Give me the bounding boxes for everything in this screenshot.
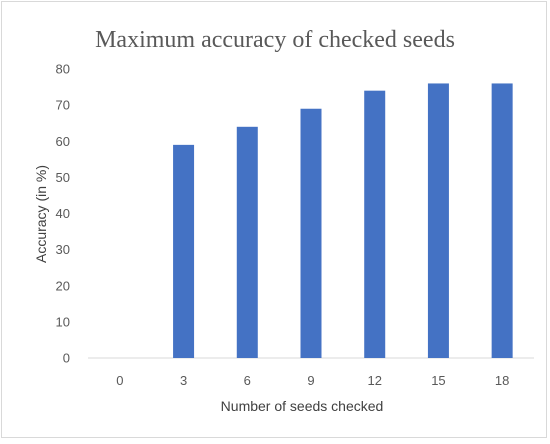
y-tick-label: 0 xyxy=(63,351,70,366)
y-axis-title: Accuracy (in %) xyxy=(33,165,49,263)
bar-9 xyxy=(300,108,322,358)
y-tick-label: 80 xyxy=(56,62,70,77)
bar-15 xyxy=(427,83,449,358)
bar-18 xyxy=(491,83,513,358)
x-tick-label: 9 xyxy=(307,373,314,388)
x-tick-label: 15 xyxy=(431,373,445,388)
bar-chart: Maximum accuracy of checked seeds 0 10 20 3… xyxy=(33,27,534,414)
x-tick-label: 18 xyxy=(495,373,509,388)
y-tick-label: 30 xyxy=(56,242,70,257)
x-tick-label: 12 xyxy=(367,373,381,388)
y-axis-ticks: 0 10 20 30 40 50 60 70 80 xyxy=(56,62,70,366)
bars xyxy=(173,83,513,359)
chart-title: Maximum accuracy of checked seeds xyxy=(95,27,455,53)
x-axis-ticks: 0 3 6 9 12 15 18 xyxy=(116,373,509,388)
y-tick-label: 70 xyxy=(56,98,70,113)
y-tick-label: 10 xyxy=(56,314,70,329)
y-tick-label: 20 xyxy=(56,278,70,293)
x-axis-title: Number of seeds checked xyxy=(221,398,384,414)
bar-3 xyxy=(173,144,195,358)
y-tick-label: 50 xyxy=(56,170,70,185)
x-tick-label: 6 xyxy=(244,373,251,388)
y-tick-label: 40 xyxy=(56,206,70,221)
bar-6 xyxy=(236,126,258,358)
y-tick-label: 60 xyxy=(56,134,70,149)
x-tick-label: 3 xyxy=(180,373,187,388)
chart-frame: Maximum accuracy of checked seeds 0 10 20 3… xyxy=(1,1,547,438)
x-tick-label: 0 xyxy=(116,373,123,388)
bar-12 xyxy=(364,90,386,359)
